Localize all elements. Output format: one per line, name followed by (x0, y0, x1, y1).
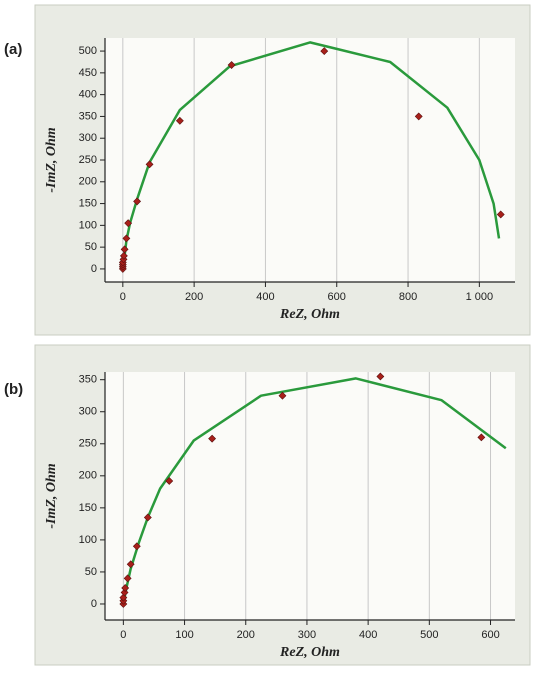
x-tick-label: 800 (399, 291, 417, 303)
x-tick-label: 100 (175, 629, 193, 641)
data-point (414, 112, 423, 121)
data-point (175, 116, 184, 125)
y-tick-label: 300 (79, 406, 97, 418)
data-point (320, 47, 329, 55)
data-point (122, 234, 131, 243)
plot-area (105, 372, 515, 620)
x-tick-label: 600 (328, 291, 346, 303)
x-tick-label: 300 (298, 629, 316, 641)
data-point (126, 560, 135, 569)
y-tick-label: 0 (91, 598, 97, 610)
data-point (119, 251, 128, 260)
data-point (124, 219, 133, 228)
y-tick-label: 500 (79, 45, 97, 57)
data-point (123, 574, 132, 583)
fit-line (122, 377, 507, 605)
data-point (133, 197, 142, 206)
y-tick-label: 300 (79, 132, 97, 144)
panel-label: (a) (4, 41, 22, 58)
data-point (143, 513, 152, 522)
x-tick-label: 200 (237, 629, 255, 641)
x-axis-title: ReZ, Ohm (279, 645, 340, 660)
y-tick-label: 200 (79, 470, 97, 482)
y-tick-label: 250 (79, 438, 97, 450)
y-tick-label: 450 (79, 67, 97, 79)
x-tick-label: 0 (120, 291, 126, 303)
panel-label: (b) (4, 381, 23, 398)
data-point (208, 434, 217, 443)
x-tick-label: 0 (120, 629, 126, 641)
y-tick-label: 0 (91, 263, 97, 275)
y-tick-label: 250 (79, 154, 97, 166)
data-point (376, 372, 385, 381)
data-point (165, 477, 174, 485)
y-tick-label: 350 (79, 374, 97, 386)
x-tick-label: 500 (420, 629, 438, 641)
y-tick-label: 400 (79, 89, 97, 101)
data-point (120, 588, 129, 597)
y-tick-label: 150 (79, 502, 97, 514)
x-tick-label: 200 (185, 291, 203, 303)
x-tick-label: 400 (256, 291, 274, 303)
data-point (477, 433, 486, 442)
y-tick-label: 200 (79, 176, 97, 188)
x-tick-label: 400 (359, 629, 377, 641)
y-axis-title: -ImZ, Ohm (44, 463, 59, 528)
y-tick-label: 100 (79, 534, 97, 546)
data-point (227, 61, 236, 69)
y-tick-label: 350 (79, 110, 97, 122)
data-point (132, 542, 141, 551)
data-point (120, 245, 129, 254)
data-point (145, 160, 154, 169)
y-tick-label: 100 (79, 219, 97, 231)
data-point (278, 391, 287, 400)
data-point (121, 584, 130, 592)
y-tick-label: 50 (85, 566, 97, 578)
data-point (496, 210, 505, 219)
y-axis-title: -ImZ, Ohm (44, 127, 59, 192)
y-tick-label: 50 (85, 241, 97, 253)
y-tick-label: 150 (79, 197, 97, 209)
x-axis-title: ReZ, Ohm (279, 307, 340, 322)
x-tick-label: 600 (481, 629, 499, 641)
x-tick-label: 1 000 (466, 291, 494, 303)
plot-area (105, 38, 515, 282)
